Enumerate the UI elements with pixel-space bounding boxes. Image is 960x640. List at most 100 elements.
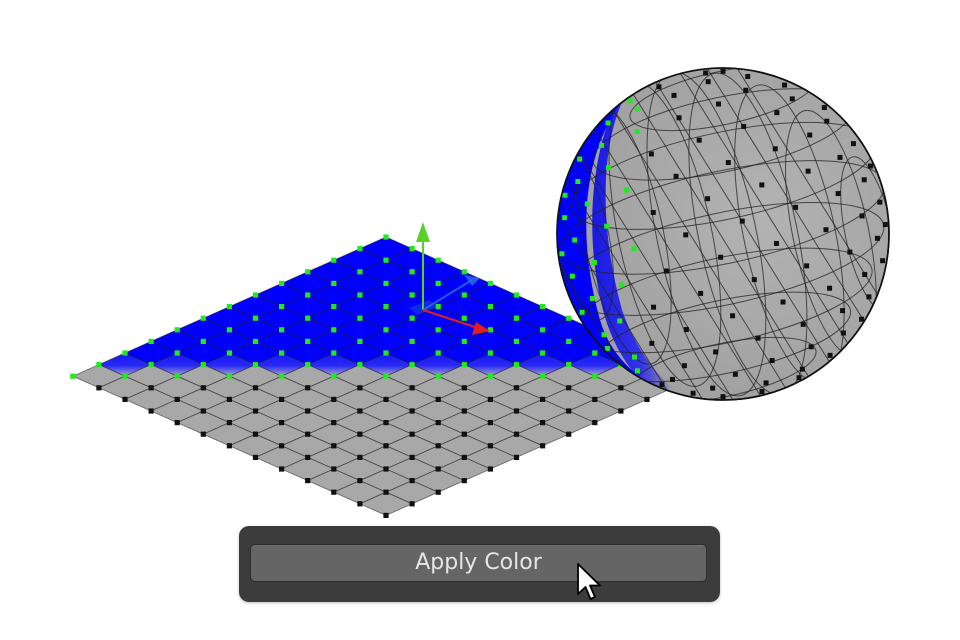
vertex	[789, 96, 795, 102]
vertex	[409, 478, 415, 484]
selected-vertex	[200, 338, 206, 344]
vertex	[226, 396, 232, 402]
selected-vertex	[279, 373, 285, 379]
selected-vertex	[305, 315, 311, 321]
selected-vertex	[513, 362, 520, 368]
vertex	[252, 431, 259, 437]
vertex	[827, 352, 833, 358]
selected-vertex	[331, 327, 337, 333]
selected-vertex	[279, 280, 285, 286]
vertex	[671, 92, 677, 98]
vertex	[305, 454, 311, 460]
vertex	[824, 118, 830, 124]
selected-vertex	[279, 327, 285, 333]
vertex	[592, 396, 598, 402]
vertex	[513, 454, 520, 460]
vertex	[730, 313, 736, 319]
transform-gizmo[interactable]	[409, 222, 490, 335]
vertex	[840, 308, 846, 314]
vertex	[435, 489, 441, 495]
selected-vertex	[577, 156, 583, 162]
vertex	[773, 240, 779, 246]
vertex	[720, 68, 726, 74]
selected-vertex	[383, 304, 389, 310]
vertex	[827, 285, 833, 291]
vertex	[409, 385, 415, 391]
selected-vertex	[383, 350, 389, 356]
vertex	[877, 199, 883, 205]
selected-vertex	[409, 269, 415, 275]
selected-vertex	[604, 345, 610, 351]
selected-vertex	[174, 327, 180, 333]
selected-vertex	[435, 280, 441, 286]
selected-vertex	[575, 178, 581, 184]
vertex	[805, 168, 811, 174]
vertex	[759, 389, 765, 395]
sphere-mesh[interactable]	[377, 52, 943, 416]
vertex	[279, 466, 285, 472]
selected-vertex	[487, 350, 493, 356]
vertex	[837, 154, 843, 160]
selected-vertex	[305, 269, 311, 275]
selected-vertex	[383, 327, 389, 333]
selected-vertex	[632, 354, 638, 360]
selected-vertex	[174, 350, 180, 356]
selected-vertex	[252, 315, 259, 321]
vertex	[305, 385, 311, 391]
vertex	[649, 340, 655, 346]
vertex	[720, 394, 726, 400]
apply-color-button[interactable]: Apply Color	[250, 544, 707, 582]
vertex	[487, 466, 493, 472]
triangulation-edge	[557, 68, 704, 400]
selected-vertex	[226, 304, 232, 310]
vertex	[487, 396, 493, 402]
vertex	[513, 408, 520, 414]
selected-vertex	[513, 315, 520, 321]
selected-vertex	[513, 292, 520, 298]
triangulation-edge	[736, 68, 889, 400]
vertex	[759, 182, 765, 188]
triangulation-edge	[557, 68, 644, 400]
vertex	[772, 146, 778, 152]
selected-vertex	[566, 315, 572, 321]
selected-vertex	[383, 257, 389, 263]
vertex	[226, 443, 232, 449]
vertex	[755, 335, 761, 341]
vertex	[774, 110, 780, 116]
vertex	[741, 123, 747, 129]
vertex	[618, 385, 624, 391]
vertex	[200, 408, 206, 414]
plane-mesh[interactable]	[60, 234, 702, 518]
selected-vertex	[252, 338, 259, 344]
vertex	[540, 443, 546, 449]
triangulation-edge	[616, 68, 824, 400]
selected-vertex	[70, 373, 76, 379]
vertex	[823, 227, 829, 233]
vertex	[279, 396, 285, 402]
vertex	[383, 512, 389, 518]
vertex	[461, 454, 467, 460]
vertex	[840, 330, 846, 336]
selected-vertex	[383, 280, 389, 286]
vertex	[174, 420, 180, 426]
vertex	[796, 375, 802, 381]
selected-vertex	[566, 362, 572, 368]
vertex	[96, 385, 102, 391]
operator-panel: Apply Color	[239, 526, 720, 602]
vertex	[435, 396, 441, 402]
vertex	[409, 408, 415, 414]
selected-vertex	[562, 192, 568, 198]
selected-vertex	[619, 282, 625, 288]
selected-vertex	[579, 309, 585, 315]
selected-vertex	[604, 223, 610, 229]
vertex	[331, 489, 337, 495]
selected-vertex	[540, 350, 546, 356]
vertex	[673, 173, 679, 179]
selected-vertex	[599, 142, 605, 148]
selected-vertex	[305, 362, 311, 368]
vertex	[862, 271, 868, 277]
selected-vertex	[461, 315, 467, 321]
vertex	[435, 466, 441, 472]
